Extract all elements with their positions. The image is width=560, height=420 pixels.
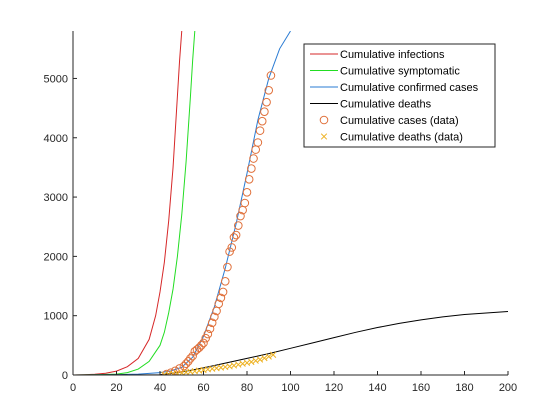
data-point — [255, 126, 265, 135]
legend: Cumulative infections Cumulative symptoma… — [303, 43, 496, 148]
data-point — [253, 138, 263, 147]
legend-entry: Cumulative cases (data) — [340, 115, 459, 127]
data-point — [194, 343, 204, 353]
data-point — [236, 211, 245, 221]
data-point — [181, 359, 191, 369]
data-point — [234, 221, 243, 230]
y-tick-label: 5000 — [44, 73, 68, 85]
x-tick-label: 0 — [70, 382, 76, 394]
y-tick-label: 2000 — [44, 251, 68, 263]
legend-entry: Cumulative confirmed cases — [340, 82, 479, 94]
series-line-cumulative-infections — [73, 31, 183, 375]
data-point — [197, 341, 206, 350]
data-point — [269, 351, 277, 358]
data-point — [244, 174, 254, 184]
data-point — [174, 370, 181, 375]
legend-entry: Cumulative deaths (data) — [340, 132, 463, 144]
data-point — [165, 371, 172, 375]
axes-layer: 0 20 40 60 80 100 120 140 160 180 2000100020003000… — [44, 31, 517, 394]
data-point — [240, 198, 250, 208]
legend-entry: Cumulative infections — [340, 49, 445, 61]
series-line-cumulative-symptomatic — [73, 31, 196, 375]
x-tick-label: 140 — [368, 382, 386, 394]
data-point — [231, 230, 241, 240]
x-tick-label: 200 — [499, 382, 517, 394]
data-point — [169, 370, 177, 375]
data-point — [162, 369, 171, 375]
series-layer — [73, 31, 508, 375]
legend-entry: Cumulative deaths — [340, 99, 432, 111]
data-point — [175, 364, 184, 373]
legend-swatch — [319, 115, 329, 125]
y-tick-label: 4000 — [44, 133, 68, 145]
data-point — [260, 107, 269, 116]
data-point — [256, 356, 264, 363]
y-tick-label: 0 — [62, 370, 68, 382]
x-tick-label: 80 — [241, 382, 253, 394]
x-tick-label: 60 — [197, 382, 209, 394]
series-markers-cumulative-cases-data — [162, 71, 276, 375]
data-point — [199, 338, 208, 348]
x-tick-label: 180 — [455, 382, 473, 394]
legend-swatch — [320, 133, 328, 140]
data-point — [218, 287, 228, 297]
data-point — [247, 164, 256, 173]
data-point — [203, 329, 213, 339]
data-point — [227, 243, 237, 252]
legend-box — [303, 43, 496, 148]
x-tick-label: 20 — [110, 382, 122, 394]
data-point — [223, 262, 232, 272]
legend-entry: Cumulative symptomatic — [340, 66, 460, 78]
data-point — [214, 299, 224, 309]
series-markers-cumulative-deaths-data — [161, 351, 277, 375]
data-point — [262, 97, 271, 107]
y-tick-label: 3000 — [44, 192, 68, 204]
x-tick-label: 120 — [325, 382, 343, 394]
data-point — [220, 276, 230, 286]
data-point — [225, 247, 234, 256]
x-tick-label: 40 — [154, 382, 166, 394]
data-point — [188, 351, 197, 361]
y-tick-label: 1000 — [44, 311, 68, 323]
x-tick-label: 160 — [412, 382, 430, 394]
data-point — [261, 354, 268, 362]
data-point — [264, 86, 274, 95]
data-point — [265, 353, 272, 360]
data-point — [207, 318, 217, 328]
series-line-cumulative-deaths — [73, 311, 508, 375]
data-point — [249, 154, 258, 163]
data-point — [186, 354, 195, 363]
data-point — [266, 71, 276, 80]
data-point — [216, 293, 226, 303]
data-point — [201, 333, 210, 343]
data-point — [210, 312, 219, 322]
data-point — [183, 357, 193, 366]
data-point — [229, 233, 239, 242]
data-point — [257, 116, 267, 126]
data-point — [205, 324, 215, 334]
x-tick-label: 100 — [281, 382, 299, 394]
data-point — [242, 188, 252, 197]
